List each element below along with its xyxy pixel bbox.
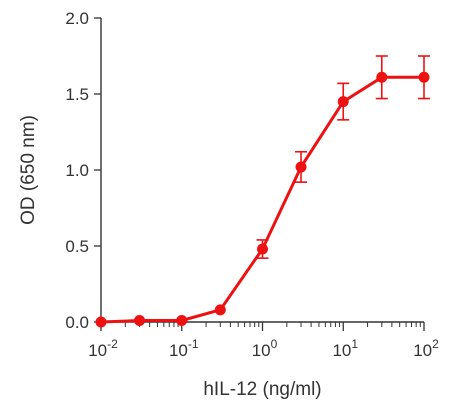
- y-tick-label: 2.0: [65, 9, 89, 28]
- x-tick-label: 10-1: [169, 337, 199, 360]
- axes: [100, 18, 424, 323]
- x-tick-label: 101: [332, 337, 358, 360]
- data-point: [214, 304, 226, 316]
- x-axis-ticks: 10-2 10-1 100 101 102: [88, 322, 439, 360]
- x-tick-label: 102: [413, 337, 439, 360]
- data-point: [295, 161, 307, 173]
- x-tick-label: 100: [252, 337, 278, 360]
- x-tick-label: 10-2: [88, 337, 118, 360]
- data-point: [134, 314, 146, 326]
- series-line: [100, 75, 424, 324]
- y-tick-label: 0.5: [65, 237, 89, 256]
- series-layer: [95, 55, 430, 328]
- y-tick-label: 1.0: [65, 161, 89, 180]
- data-point: [176, 314, 188, 326]
- y-tick-label: 1.5: [65, 85, 89, 104]
- x-axis-title: hIL-12 (ng/ml): [203, 379, 321, 400]
- data-point: [337, 96, 349, 108]
- data-point: [418, 71, 430, 83]
- data-point: [257, 243, 268, 255]
- y-axis-title: OD (650 nm): [18, 115, 39, 225]
- y-axis-ticks: 0.0 0.5 1.0 1.5 2.0: [65, 9, 101, 332]
- y-tick-label: 0.0: [65, 313, 89, 332]
- data-point: [95, 316, 107, 328]
- data-point: [376, 71, 388, 83]
